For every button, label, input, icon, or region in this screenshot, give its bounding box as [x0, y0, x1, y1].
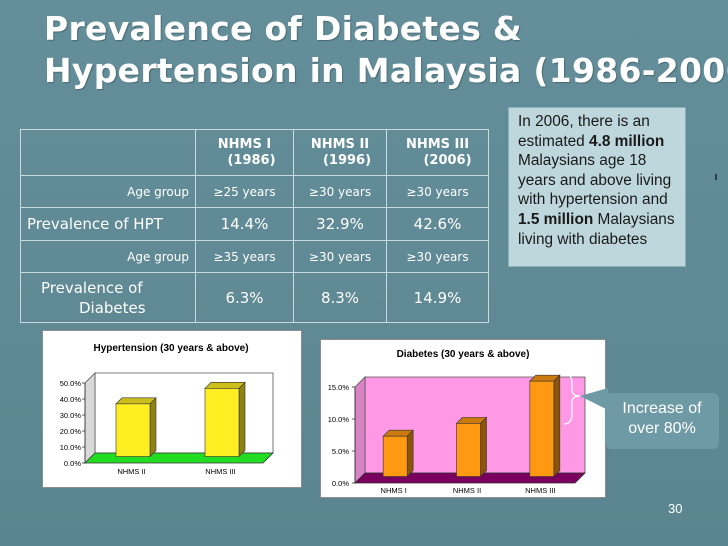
hypertension-plot-area: 0.0% 10.0% 20.0% 30.0% 40.0% 50.0% NHMS II NHMS… — [60, 372, 274, 476]
header-survey-name: NHMS III — [405, 136, 470, 152]
bar — [115, 403, 151, 457]
table-row: Age group ≥35 years ≥30 years ≥30 years — [20, 240, 489, 273]
row-label: Prevalence of Diabetes — [20, 272, 196, 323]
increase-line-2: over 80% — [628, 420, 696, 437]
bar — [529, 380, 555, 477]
hypertension-chart-box: Hypertension (30 years & above) 0.0% 10.0… — [42, 330, 302, 488]
y-tick-label: 5.0% — [332, 447, 349, 456]
table-cell: 6.3% — [195, 272, 294, 323]
diabetes-plot-area: 0.0% 5.0% 10.0% 15.0% NHMS I NHMS II NHMS III — [328, 374, 586, 495]
y-tick-label: 50.0% — [60, 379, 82, 388]
bar-side — [480, 416, 487, 478]
table-header-nhms-1: NHMS I (1986) — [195, 129, 294, 176]
increase-bracket — [563, 372, 608, 425]
table-cell: 42.6% — [386, 207, 489, 241]
table-corner-cell — [20, 129, 196, 176]
page-number: 30 — [668, 501, 683, 516]
bar — [382, 435, 408, 477]
y-tick-label: 40.0% — [60, 395, 82, 404]
callout-text: Malaysians age 18 years and above living… — [518, 152, 672, 209]
table-row: Prevalence of HPT 14.4% 32.9% 42.6% — [20, 207, 489, 241]
statistics-callout: In 2006, there is an estimated 4.8 milli… — [508, 107, 686, 267]
y-tick-label: 15.0% — [328, 383, 350, 392]
table-row: Age group ≥25 years ≥30 years ≥30 years — [20, 175, 489, 208]
table-header-nhms-2: NHMS II (1996) — [293, 129, 387, 176]
y-tick-label: 0.0% — [64, 459, 81, 468]
x-category-label: NHMS II — [117, 467, 145, 476]
bar — [204, 388, 240, 457]
title-line-2: Hypertension in Malaysia (1986-2006) — [44, 51, 728, 90]
hypertension-chart: Hypertension (30 years & above) 0.0% 10.0… — [60, 343, 274, 476]
y-tick-label: 20.0% — [60, 427, 82, 436]
bar-side — [149, 397, 157, 458]
header-survey-year: (1986) — [227, 152, 276, 168]
bar-side — [406, 429, 414, 478]
bar — [456, 423, 481, 477]
table-cell: ≥35 years — [195, 240, 294, 273]
y-tick-label: 10.0% — [60, 443, 82, 452]
slide-title: Prevalence of Diabetes & Hypertension in… — [44, 8, 728, 92]
increase-line-1: Increase of — [622, 400, 702, 417]
row-label: Age group — [20, 240, 196, 273]
row-label: Prevalence of HPT — [20, 207, 196, 241]
table-cell: 8.3% — [293, 272, 387, 323]
header-survey-name: NHMS II — [310, 136, 370, 152]
table-row: Prevalence of Diabetes 6.3% 8.3% 14.9% — [20, 272, 489, 323]
row-label-line-1: Prevalence of — [41, 278, 143, 297]
table-cell: 32.9% — [293, 207, 387, 241]
callout-highlight: 4.8 million — [589, 132, 665, 150]
plot-floor — [354, 472, 586, 484]
row-label-line-2: Diabetes — [79, 298, 146, 317]
y-tick-label: 0.0% — [332, 479, 349, 488]
table-header-nhms-3: NHMS III (2006) — [386, 129, 489, 176]
table-cell: ≥30 years — [386, 240, 489, 273]
bar-top — [204, 382, 246, 389]
plot-side-wall — [84, 372, 96, 464]
callout-highlight: 1.5 million — [518, 210, 594, 228]
y-tick-label: 10.0% — [328, 415, 350, 424]
table-cell: 14.4% — [195, 207, 294, 241]
plot-floor — [84, 452, 274, 464]
row-label: Age group — [20, 175, 196, 208]
table-cell: ≥30 years — [293, 240, 387, 273]
table-cell: ≥30 years — [293, 175, 387, 208]
callout-text: In 2006, there is an estimated — [518, 113, 650, 150]
edge-marker — [715, 174, 717, 180]
callout-text: Malaysians living with diabetes — [518, 210, 675, 248]
x-category-label: NHMS I — [381, 486, 407, 495]
header-survey-year: (2006) — [423, 152, 472, 168]
y-tick-label: 30.0% — [60, 411, 82, 420]
bar-top — [115, 397, 157, 405]
diabetes-chart-title: Diabetes (30 years & above) — [397, 349, 530, 360]
x-category-label: NHMS II — [453, 486, 481, 495]
bracket-path — [563, 372, 581, 425]
header-survey-name: NHMS I — [217, 136, 272, 152]
table-cell: ≥30 years — [386, 175, 489, 208]
x-category-label: NHMS III — [205, 467, 235, 476]
table-cell: 14.9% — [386, 272, 489, 323]
plot-side-wall — [354, 376, 366, 484]
bar-side — [238, 381, 246, 458]
title-line-1: Prevalence of Diabetes & — [44, 9, 522, 48]
prevalence-table: NHMS I (1986) NHMS II (1996) NHMS III (2… — [20, 129, 489, 323]
increase-note: Increase of over 80% — [605, 393, 719, 449]
callout-pointer — [580, 388, 608, 410]
hypertension-chart-title: Hypertension (30 years & above) — [93, 343, 248, 354]
diabetes-chart: Diabetes (30 years & above) 0.0% 5.0% 10.0… — [328, 349, 586, 495]
bar-side — [553, 374, 561, 478]
table-cell: ≥25 years — [195, 175, 294, 208]
x-category-label: NHMS III — [525, 486, 555, 495]
header-survey-year: (1996) — [322, 152, 372, 168]
